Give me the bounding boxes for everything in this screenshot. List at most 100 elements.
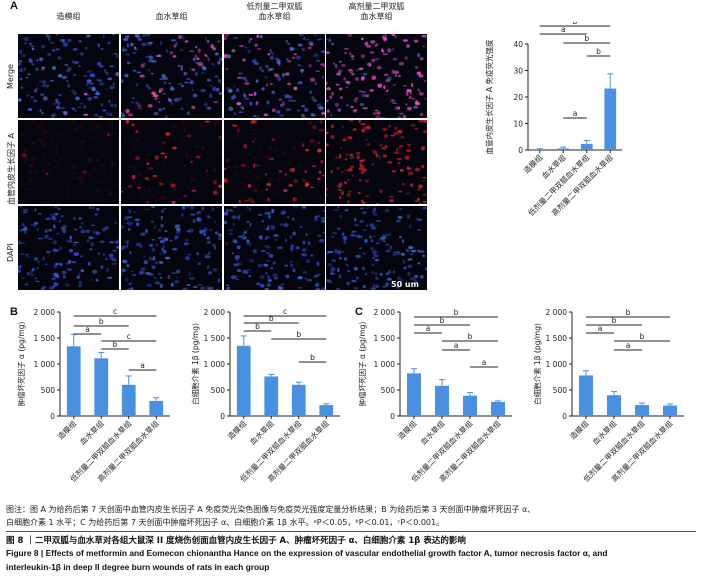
significance-label: a bbox=[482, 358, 487, 367]
y-tick-label: 0 bbox=[220, 412, 225, 421]
y-tick-label: 500 bbox=[553, 386, 568, 395]
bar-1 bbox=[407, 373, 421, 416]
column-header-model: 造模组 bbox=[56, 12, 81, 21]
significance-label: c bbox=[283, 307, 287, 316]
x-tick-label: 血水草组 bbox=[77, 418, 106, 447]
x-tick-label: 造模组 bbox=[55, 418, 78, 441]
bar-4 bbox=[663, 405, 677, 416]
micrograph-dapi-low-dose bbox=[224, 206, 325, 290]
significance-label: b bbox=[269, 314, 274, 323]
bar-1 bbox=[579, 375, 593, 416]
significance-label: a bbox=[454, 341, 459, 350]
bar-3 bbox=[121, 384, 136, 416]
figure-note-line-2: 白细胞介素 1 水平；C 为给药后第 7 天创面中肿瘤坏死因子 α、白细胞介素 … bbox=[6, 518, 445, 527]
bar-1 bbox=[236, 345, 251, 416]
chart-b-tnf-alpha: 0 500 1 000 1 500 2 000 肿瘤坏死因子 α (pg/mg) 造模组 血水… bbox=[16, 307, 170, 484]
significance-label: a bbox=[573, 109, 578, 118]
bar-3 bbox=[463, 395, 477, 416]
y-tick-label: 2 000 bbox=[34, 308, 56, 317]
significance-label: b bbox=[468, 332, 473, 341]
y-tick-label: 10 bbox=[513, 120, 523, 129]
column-header-high-dose: 高剂量二甲双胍 血水草组 bbox=[348, 2, 405, 21]
x-tick-label: 血水草组 bbox=[590, 418, 619, 447]
y-tick-label: 2 000 bbox=[546, 308, 568, 317]
bar-4 bbox=[319, 405, 334, 416]
scale-bar-line bbox=[390, 290, 420, 292]
row-header-dapi: DAPI bbox=[6, 243, 15, 262]
chart-b-il-1beta: 0 500 1 000 1 500 2 000 白细胞介素 1β (pg/mg) 造模组 血水… bbox=[190, 307, 340, 484]
x-tick-label: 造模组 bbox=[225, 418, 248, 441]
y-tick-label: 0 bbox=[390, 412, 395, 421]
bar-1 bbox=[533, 149, 546, 150]
panel-letter-c: C bbox=[355, 306, 363, 318]
x-tick-label: 造模组 bbox=[395, 418, 418, 441]
row-header-merge: Merge bbox=[6, 64, 15, 89]
caption-divider bbox=[6, 531, 696, 532]
micrograph-merge-low-dose bbox=[224, 34, 325, 118]
micrograph-vegfa-low-dose bbox=[224, 120, 325, 204]
micrograph-vegfa-model bbox=[18, 120, 119, 204]
y-tick-label: 1 500 bbox=[374, 334, 396, 343]
significance-label: b bbox=[626, 308, 631, 317]
bar-2 bbox=[557, 148, 570, 150]
significance-label: b bbox=[255, 322, 260, 331]
figure-title-en-line-1: Figure 8 | Effects of metformin and Eome… bbox=[6, 548, 608, 558]
y-tick-label: 0 bbox=[50, 412, 55, 421]
micrograph-vegfa-high-dose bbox=[326, 120, 427, 204]
bar-2 bbox=[94, 358, 109, 416]
significance-label: b bbox=[440, 316, 445, 325]
significance-label: b bbox=[640, 332, 645, 341]
y-tick-label: 500 bbox=[211, 386, 226, 395]
y-tick-label: 1 500 bbox=[546, 334, 568, 343]
significance-label: b bbox=[296, 330, 301, 339]
significance-label: a bbox=[426, 324, 431, 333]
bar-3 bbox=[580, 143, 593, 150]
x-tick-label: 造模组 bbox=[567, 418, 590, 441]
x-tick-label: 血水草组 bbox=[418, 418, 447, 447]
chart-c-il-1beta: 0 500 1 000 1 500 2 000 白细胞介素 1β (pg/mg) 造模组 血水… bbox=[532, 308, 684, 484]
bar-4 bbox=[604, 88, 617, 150]
bar-4 bbox=[149, 400, 164, 416]
bar-3 bbox=[635, 405, 649, 416]
y-tick-label: 1 500 bbox=[34, 334, 56, 343]
significance-label: b bbox=[454, 308, 459, 317]
micrograph-merge-herb bbox=[121, 34, 222, 118]
y-tick-label: 500 bbox=[41, 386, 56, 395]
figure-note-line-1: 图注：图 A 为给药后第 7 天创面中血管内皮生长因子 A 免疫荧光染色图像与免… bbox=[6, 505, 536, 514]
significance-label: b bbox=[612, 316, 617, 325]
chart-c-tnf-alpha: 0 500 1 000 1 500 2 000 肿瘤坏死因子 α (pg/mg) 造模组 血水… bbox=[357, 308, 512, 484]
y-tick-label: 40 bbox=[513, 40, 523, 49]
y-tick-label: 1 000 bbox=[546, 360, 568, 369]
panel-letter-a: A bbox=[10, 0, 18, 12]
significance-label: b bbox=[573, 22, 578, 26]
x-tick-label: 造模组 bbox=[521, 152, 544, 175]
significance-label: a bbox=[598, 324, 603, 333]
column-header-low-dose: 低剂量二甲双胍 血水草组 bbox=[246, 2, 303, 21]
significance-label: b bbox=[310, 353, 315, 362]
y-tick-label: 1 000 bbox=[204, 360, 226, 369]
x-tick-label: 血水草组 bbox=[247, 418, 276, 447]
significance-label: b bbox=[596, 47, 601, 56]
row-header-vegfa: 血管内皮生长因子 A bbox=[7, 132, 16, 205]
bar-4 bbox=[491, 401, 505, 416]
significance-label: a bbox=[85, 325, 90, 334]
y-tick-label: 1 000 bbox=[374, 360, 396, 369]
significance-label: c bbox=[127, 332, 131, 341]
significance-label: c bbox=[113, 307, 117, 316]
y-axis-label: 肿瘤坏死因子 α (pg/mg) bbox=[16, 322, 26, 407]
micrograph-dapi-herb bbox=[121, 206, 222, 290]
figure-title-cn: 图 8 ｜二甲双胍与血水草对各组大鼠深 II 度烧伤创面血管内皮生长因子 A、肿… bbox=[6, 536, 466, 546]
y-tick-label: 500 bbox=[381, 386, 396, 395]
micrograph-merge-high-dose bbox=[326, 34, 427, 118]
bar-1 bbox=[66, 346, 81, 416]
micrograph-vegfa-herb bbox=[121, 120, 222, 204]
figure-title-en-line-2: interleukin-1β in deep II degree burn wo… bbox=[6, 562, 270, 572]
y-tick-label: 0 bbox=[562, 412, 567, 421]
y-tick-label: 2 000 bbox=[374, 308, 396, 317]
y-axis-label: 血管内皮生长因子 A 免疫荧光强度 bbox=[484, 39, 494, 154]
y-tick-label: 20 bbox=[513, 93, 523, 102]
y-axis-label: 白细胞介素 1β (pg/mg) bbox=[190, 323, 200, 405]
micrograph-dapi-model bbox=[18, 206, 119, 290]
micrograph-merge-model bbox=[18, 34, 119, 118]
y-tick-label: 2 000 bbox=[204, 308, 226, 317]
